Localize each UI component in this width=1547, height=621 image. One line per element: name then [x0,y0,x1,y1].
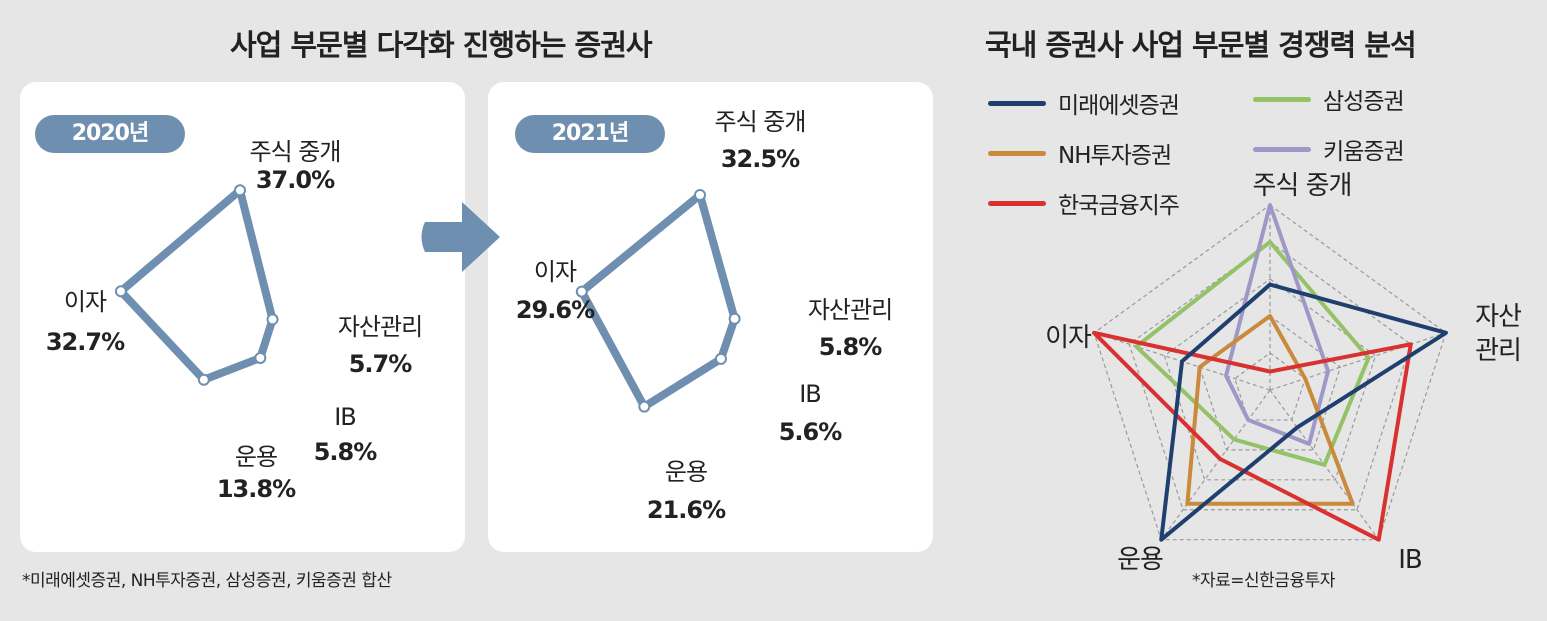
legend-swatch [988,150,1046,156]
arrow-icon [421,202,500,272]
series-line-hankook [1092,330,1413,542]
value-label-asset-operation: 13.8% [217,475,296,503]
legend-label: 삼성증권 [1323,89,1405,115]
legend-swatch [1253,146,1311,152]
value-label-interest: 29.6% [516,296,595,324]
value-label-stock-brokerage: 37.0% [256,166,335,194]
point-interest [114,285,127,298]
value-label-asset-management: 5.8% [819,333,883,361]
grid-spoke [1160,389,1271,541]
year-badge-2021: 2021년 [515,115,665,153]
value-label-asset-operation: 21.6% [647,496,726,524]
grid-ring [1093,204,1447,541]
category-label-asset-operation: 운용 [235,443,277,471]
legend-swatch [988,200,1046,206]
point-stock-brokerage [694,189,706,201]
axis-label-stock-brokerage: 주식 중개 [1253,171,1352,201]
grid-ring [1128,241,1412,511]
category-label-asset-operation: 운용 [665,458,707,486]
axis-label-ib: IB [1398,545,1422,575]
value-label-interest: 32.7% [46,328,125,356]
point-interest [575,285,588,298]
category-label-stock-brokerage: 주식 중개 [715,108,806,136]
year-badge-2020: 2020년 [35,115,185,153]
left-chart-title: 사업 부문별 다각화 진행하는 증권사 [230,28,653,62]
value-label-ib: 5.8% [314,438,378,466]
legend-swatch [1253,96,1311,102]
category-label-asset-management: 자산관리 [808,296,892,324]
point-asset-operation [197,373,210,386]
point-asset-management [728,312,741,325]
series-line-mirae [1159,282,1448,542]
series-line-samsung [1134,240,1371,467]
legend-item-nh: NH투자증권 [988,138,1172,169]
legend-item-samsung: 삼성증권 [1253,84,1405,115]
legend-label: 한국금융지주 [1058,193,1180,219]
category-label-interest: 이자 [64,288,107,316]
source-note: *자료=신한금융투자 [1192,571,1335,591]
axis-label-asset-operation: 운용 [1117,545,1163,575]
category-label-interest: 이자 [534,258,577,286]
panel-2020 [20,82,465,552]
axis-label-interest: 이자 [1045,323,1092,353]
point-asset-management [266,313,279,326]
legend-item-mirae: 미래에셋증권 [988,88,1180,119]
legend-item-hankook: 한국금융지주 [988,188,1180,219]
point-ib [714,352,727,365]
axis-label-asset-management: 관리 [1475,336,1521,366]
category-label-ib: IB [334,403,356,431]
panel-2021 [488,82,933,552]
category-label-ib: IB [799,380,821,408]
value-label-asset-management: 5.7% [349,350,413,378]
series-line-kiwoom [1224,203,1331,446]
point-asset-operation [638,400,651,413]
point-stock-brokerage [234,184,246,197]
category-label-stock-brokerage: 주식 중개 [250,138,341,166]
legend-label: 미래에셋증권 [1058,93,1180,119]
legend-swatch [988,100,1046,106]
composition-outline-2020년 [116,186,277,384]
grid-spoke [1269,332,1447,391]
composition-outline-2021년 [577,191,739,411]
legend-label: 키움증권 [1323,139,1405,165]
legend-label: NH투자증권 [1058,143,1172,169]
value-label-stock-brokerage: 32.5% [721,145,800,173]
right-chart-title: 국내 증권사 사업 부문별 경쟁력 분석 [985,28,1417,62]
legend-item-kiwoom: 키움증권 [1253,134,1405,165]
grid-ring [1234,352,1306,421]
point-ib [254,351,267,364]
value-label-ib: 5.6% [779,418,843,446]
footnote: *미래에셋증권, NH투자증권, 삼성증권, 키움증권 합산 [22,571,392,591]
axis-label-asset-management: 자산 [1475,302,1521,332]
category-label-asset-management: 자산관리 [338,313,422,341]
